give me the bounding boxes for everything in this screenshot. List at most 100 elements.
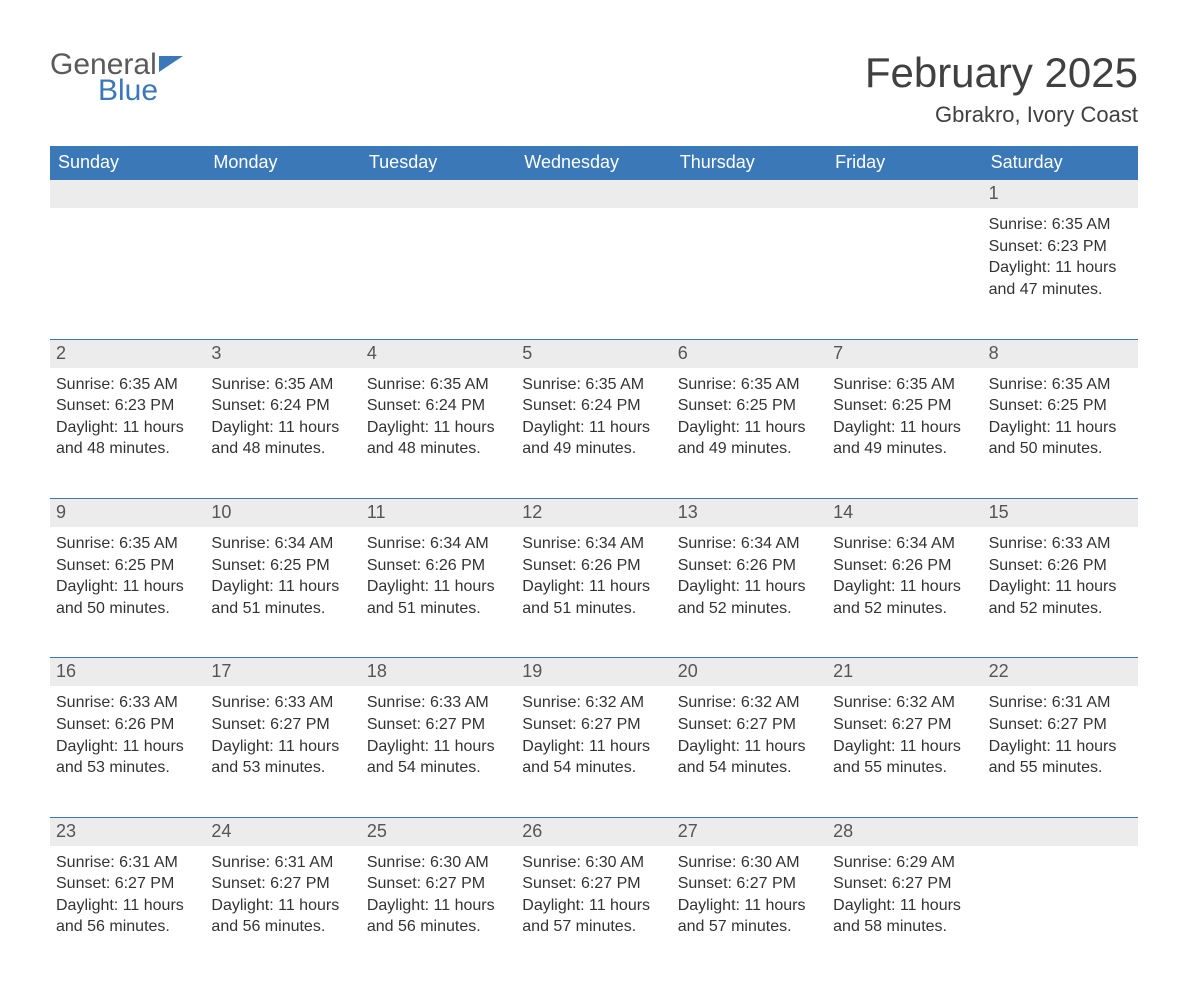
daylight-text: Daylight: 11 hours and 49 minutes. <box>833 417 976 460</box>
calendar-day-cell: Sunrise: 6:34 AMSunset: 6:26 PMDaylight:… <box>361 527 516 629</box>
sunrise-text: Sunrise: 6:35 AM <box>989 214 1132 236</box>
calendar-page: General Blue February 2025 Gbrakro, Ivor… <box>0 0 1188 1008</box>
daylight-text: Daylight: 11 hours and 55 minutes. <box>989 736 1132 779</box>
daylight-text: Daylight: 11 hours and 57 minutes. <box>522 895 665 938</box>
sunset-text: Sunset: 6:23 PM <box>989 236 1132 258</box>
day-of-week-header: Saturday <box>983 146 1138 180</box>
sunset-text: Sunset: 6:27 PM <box>989 714 1132 736</box>
day-number: 24 <box>205 818 360 846</box>
sunset-text: Sunset: 6:27 PM <box>522 873 665 895</box>
sunset-text: Sunset: 6:25 PM <box>833 395 976 417</box>
calendar-week: 16171819202122Sunrise: 6:33 AMSunset: 6:… <box>50 657 1138 788</box>
calendar-day-cell: Sunrise: 6:35 AMSunset: 6:24 PMDaylight:… <box>205 368 360 470</box>
daylight-text: Daylight: 11 hours and 50 minutes. <box>989 417 1132 460</box>
calendar-day-cell: Sunrise: 6:35 AMSunset: 6:25 PMDaylight:… <box>50 527 205 629</box>
brand-logo: General Blue <box>50 50 185 106</box>
day-number: 3 <box>205 340 360 368</box>
calendar-day-cell: Sunrise: 6:35 AMSunset: 6:24 PMDaylight:… <box>516 368 671 470</box>
day-of-week-header: Monday <box>205 146 360 180</box>
day-number: 21 <box>827 658 982 686</box>
title-block: February 2025 Gbrakro, Ivory Coast <box>865 50 1138 128</box>
calendar-day-cell <box>50 208 205 310</box>
daylight-text: Daylight: 11 hours and 51 minutes. <box>367 576 510 619</box>
sunrise-text: Sunrise: 6:30 AM <box>522 852 665 874</box>
sunset-text: Sunset: 6:26 PM <box>522 555 665 577</box>
calendar-day-cell: Sunrise: 6:31 AMSunset: 6:27 PMDaylight:… <box>205 846 360 948</box>
calendar-week: 9101112131415Sunrise: 6:35 AMSunset: 6:2… <box>50 498 1138 629</box>
daylight-text: Daylight: 11 hours and 56 minutes. <box>211 895 354 938</box>
calendar-day-cell: Sunrise: 6:35 AMSunset: 6:23 PMDaylight:… <box>50 368 205 470</box>
daylight-text: Daylight: 11 hours and 52 minutes. <box>989 576 1132 619</box>
sunrise-text: Sunrise: 6:31 AM <box>989 692 1132 714</box>
day-number: 5 <box>516 340 671 368</box>
sunrise-text: Sunrise: 6:33 AM <box>56 692 199 714</box>
daylight-text: Daylight: 11 hours and 50 minutes. <box>56 576 199 619</box>
day-number: 8 <box>983 340 1138 368</box>
day-number: 12 <box>516 499 671 527</box>
weeks-container: 1Sunrise: 6:35 AMSunset: 6:23 PMDaylight… <box>50 180 1138 948</box>
flag-icon <box>157 50 185 70</box>
day-number-band: 1 <box>50 180 1138 208</box>
day-number-band: 9101112131415 <box>50 499 1138 527</box>
day-number: 2 <box>50 340 205 368</box>
day-number: 19 <box>516 658 671 686</box>
calendar-day-cell: Sunrise: 6:30 AMSunset: 6:27 PMDaylight:… <box>361 846 516 948</box>
daylight-text: Daylight: 11 hours and 52 minutes. <box>833 576 976 619</box>
brand-logo-text: General Blue <box>50 50 185 106</box>
day-number: 11 <box>361 499 516 527</box>
calendar-day-cell: Sunrise: 6:34 AMSunset: 6:26 PMDaylight:… <box>827 527 982 629</box>
daylight-text: Daylight: 11 hours and 56 minutes. <box>56 895 199 938</box>
calendar-day-cell: Sunrise: 6:33 AMSunset: 6:26 PMDaylight:… <box>983 527 1138 629</box>
sunrise-text: Sunrise: 6:30 AM <box>678 852 821 874</box>
sunset-text: Sunset: 6:25 PM <box>56 555 199 577</box>
day-number <box>361 180 516 208</box>
sunset-text: Sunset: 6:27 PM <box>211 873 354 895</box>
sunset-text: Sunset: 6:27 PM <box>833 714 976 736</box>
calendar-day-cell: Sunrise: 6:29 AMSunset: 6:27 PMDaylight:… <box>827 846 982 948</box>
daylight-text: Daylight: 11 hours and 58 minutes. <box>833 895 976 938</box>
calendar-day-cell: Sunrise: 6:35 AMSunset: 6:25 PMDaylight:… <box>672 368 827 470</box>
sunrise-text: Sunrise: 6:35 AM <box>211 374 354 396</box>
sunrise-text: Sunrise: 6:35 AM <box>56 374 199 396</box>
day-number-band: 16171819202122 <box>50 658 1138 686</box>
calendar-day-cell <box>361 208 516 310</box>
calendar-week: 2345678Sunrise: 6:35 AMSunset: 6:23 PMDa… <box>50 339 1138 470</box>
day-number: 27 <box>672 818 827 846</box>
daylight-text: Daylight: 11 hours and 54 minutes. <box>522 736 665 779</box>
daylight-text: Daylight: 11 hours and 48 minutes. <box>56 417 199 460</box>
sunset-text: Sunset: 6:24 PM <box>211 395 354 417</box>
sunrise-text: Sunrise: 6:31 AM <box>211 852 354 874</box>
day-number: 9 <box>50 499 205 527</box>
daylight-text: Daylight: 11 hours and 48 minutes. <box>211 417 354 460</box>
day-number: 23 <box>50 818 205 846</box>
daylight-text: Daylight: 11 hours and 51 minutes. <box>211 576 354 619</box>
day-number-band: 2345678 <box>50 340 1138 368</box>
sunrise-text: Sunrise: 6:34 AM <box>367 533 510 555</box>
calendar-day-cell <box>827 208 982 310</box>
sunset-text: Sunset: 6:26 PM <box>56 714 199 736</box>
sunset-text: Sunset: 6:27 PM <box>367 714 510 736</box>
day-number: 17 <box>205 658 360 686</box>
calendar-day-cell: Sunrise: 6:32 AMSunset: 6:27 PMDaylight:… <box>672 686 827 788</box>
sunrise-text: Sunrise: 6:35 AM <box>522 374 665 396</box>
day-of-week-header: Thursday <box>672 146 827 180</box>
sunrise-text: Sunrise: 6:29 AM <box>833 852 976 874</box>
calendar-grid: SundayMondayTuesdayWednesdayThursdayFrid… <box>50 146 1138 948</box>
daylight-text: Daylight: 11 hours and 51 minutes. <box>522 576 665 619</box>
sunset-text: Sunset: 6:27 PM <box>833 873 976 895</box>
day-number: 28 <box>827 818 982 846</box>
day-number: 22 <box>983 658 1138 686</box>
calendar-day-cell: Sunrise: 6:35 AMSunset: 6:23 PMDaylight:… <box>983 208 1138 310</box>
daylight-text: Daylight: 11 hours and 49 minutes. <box>522 417 665 460</box>
sunrise-text: Sunrise: 6:34 AM <box>833 533 976 555</box>
day-number: 6 <box>672 340 827 368</box>
sunset-text: Sunset: 6:24 PM <box>522 395 665 417</box>
sunset-text: Sunset: 6:26 PM <box>678 555 821 577</box>
day-number <box>516 180 671 208</box>
calendar-day-cell: Sunrise: 6:32 AMSunset: 6:27 PMDaylight:… <box>827 686 982 788</box>
sunrise-text: Sunrise: 6:33 AM <box>211 692 354 714</box>
day-number: 15 <box>983 499 1138 527</box>
sunset-text: Sunset: 6:23 PM <box>56 395 199 417</box>
sunset-text: Sunset: 6:27 PM <box>678 873 821 895</box>
brand-word-blue: Blue <box>98 76 185 106</box>
